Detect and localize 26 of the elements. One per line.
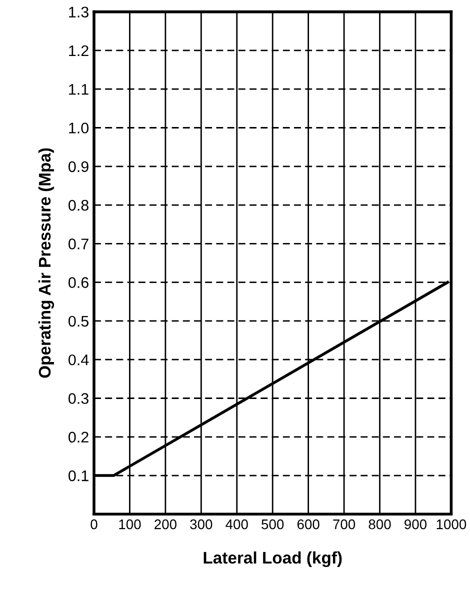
y-tick-label: 0.3 — [68, 393, 88, 404]
y-tick-label: 0.9 — [68, 161, 88, 172]
x-tick-label: 600 — [297, 519, 320, 530]
x-tick-label: 400 — [226, 519, 248, 530]
x-tick-label: 300 — [190, 519, 212, 530]
x-tick-label: 100 — [119, 519, 141, 530]
y-axis-title: Operating Air Pressure (Mpa) — [38, 148, 54, 378]
y-tick-label: 0.6 — [68, 277, 88, 288]
x-tick-label: 1000 — [436, 519, 466, 530]
y-tick-label: 1.1 — [69, 84, 88, 95]
x-tick-label: 0 — [90, 519, 98, 530]
x-tick-label: 200 — [154, 519, 176, 530]
x-axis-title: Lateral Load (kgf) — [204, 551, 342, 568]
x-tick-label: 900 — [404, 519, 427, 530]
y-tick-label: 0.7 — [68, 238, 88, 250]
y-tick-label: 0.1 — [68, 470, 88, 482]
x-tick-label: 700 — [333, 519, 356, 530]
y-tick-label: 0.2 — [68, 432, 88, 443]
y-tick-label: 0.8 — [68, 200, 88, 211]
y-tick-label: 1.2 — [69, 45, 88, 56]
x-tick-label: 500 — [262, 519, 284, 530]
y-tick-label: 1.3 — [69, 6, 88, 18]
y-tick-label: 0.4 — [68, 354, 89, 366]
y-tick-label: 0.5 — [68, 316, 88, 327]
x-tick-label: 800 — [368, 519, 391, 530]
y-tick-label: 1.0 — [69, 122, 89, 134]
